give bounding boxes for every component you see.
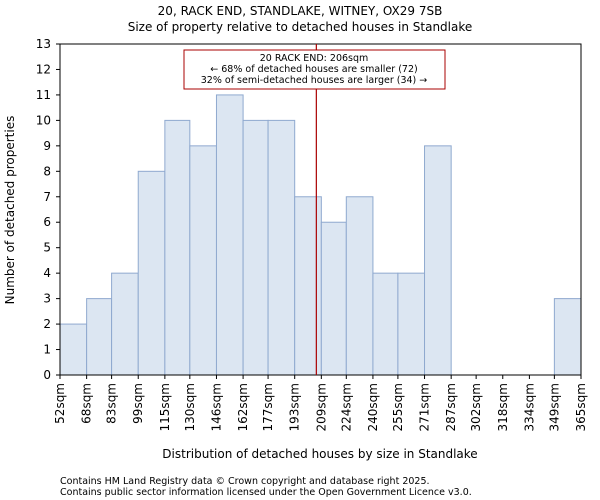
x-tick-label: 115sqm bbox=[158, 383, 172, 431]
bar-271sqm bbox=[424, 145, 452, 376]
x-axis: 52sqm 68sqm 83sqm 99sqm 115sqm 130sqm 146sqm 16… bbox=[53, 375, 588, 431]
y-tick-label: 7 bbox=[43, 190, 51, 204]
bar-68sqm bbox=[86, 298, 113, 376]
x-tick-label: 302sqm bbox=[469, 383, 483, 431]
x-tick-label: 334sqm bbox=[522, 383, 536, 431]
x-tick-label: 83sqm bbox=[105, 383, 119, 424]
y-tick-label: 9 bbox=[43, 139, 51, 153]
y-tick-label: 13 bbox=[36, 37, 51, 51]
x-tick-label: 271sqm bbox=[418, 383, 432, 431]
annotation-line2: ← 68% of detached houses are smaller (72… bbox=[210, 64, 417, 75]
y-tick-label: 5 bbox=[43, 241, 51, 255]
bar-162sqm bbox=[242, 119, 269, 376]
plot-frame bbox=[59, 43, 582, 376]
y-tick-label: 8 bbox=[43, 164, 51, 178]
chart-title-line1: 20, RACK END, STANDLAKE, WITNEY, OX29 7S… bbox=[158, 4, 443, 18]
footer-line1: Contains HM Land Registry data © Crown c… bbox=[60, 476, 430, 487]
chart-title-line2: Size of property relative to detached ho… bbox=[128, 20, 473, 34]
y-tick-label: 0 bbox=[43, 368, 51, 382]
x-tick-label: 318sqm bbox=[496, 383, 510, 431]
y-tick-label: 6 bbox=[43, 215, 51, 229]
y-axis-label: Number of detached properties bbox=[3, 116, 17, 305]
bar-115sqm bbox=[164, 119, 191, 376]
x-tick-label: 193sqm bbox=[288, 383, 302, 431]
x-tick-label: 177sqm bbox=[261, 383, 275, 431]
bar-130sqm bbox=[189, 145, 217, 376]
x-tick-label: 99sqm bbox=[131, 383, 145, 424]
bar-99sqm bbox=[137, 170, 166, 376]
x-tick-label: 146sqm bbox=[209, 383, 223, 431]
annotation-line3: 32% of semi-detached houses are larger (… bbox=[201, 75, 428, 86]
bar-255sqm bbox=[397, 272, 426, 376]
y-tick-label: 4 bbox=[43, 266, 51, 280]
bar-177sqm bbox=[267, 119, 296, 376]
bar-193sqm bbox=[294, 196, 322, 376]
x-tick-label: 68sqm bbox=[80, 383, 94, 424]
y-tick-label: 1 bbox=[43, 343, 51, 357]
bar-83sqm bbox=[111, 272, 139, 376]
bar-240sqm bbox=[372, 272, 399, 376]
x-tick-label: 130sqm bbox=[183, 383, 197, 431]
y-tick-label: 3 bbox=[43, 292, 51, 306]
x-tick-label: 162sqm bbox=[236, 383, 250, 431]
x-tick-label: 365sqm bbox=[574, 383, 588, 431]
bar-224sqm bbox=[345, 196, 374, 376]
x-tick-label: 255sqm bbox=[391, 383, 405, 431]
y-tick-label: 12 bbox=[36, 62, 51, 76]
bar-209sqm bbox=[320, 221, 347, 376]
x-tick-label: 240sqm bbox=[366, 383, 380, 431]
bar-52sqm bbox=[59, 323, 88, 376]
y-tick-label: 11 bbox=[36, 88, 51, 102]
x-tick-label: 287sqm bbox=[444, 383, 458, 431]
x-tick-label: 209sqm bbox=[314, 383, 328, 431]
bars-group bbox=[59, 94, 582, 376]
annotation-box: 20 RACK END: 206sqm ← 68% of detached ho… bbox=[183, 49, 446, 90]
x-tick-label: 349sqm bbox=[547, 383, 561, 431]
annotation-line1: 20 RACK END: 206sqm bbox=[260, 53, 369, 64]
y-tick-label: 10 bbox=[36, 113, 51, 127]
bar-146sqm bbox=[215, 94, 244, 376]
x-tick-label: 52sqm bbox=[53, 383, 67, 424]
y-tick-label: 2 bbox=[43, 317, 51, 331]
annotation-frame bbox=[183, 49, 446, 90]
x-tick-label: 224sqm bbox=[339, 383, 353, 431]
x-axis-label: Distribution of detached houses by size … bbox=[162, 447, 477, 461]
bar-349sqm bbox=[553, 298, 582, 376]
footer-line2: Contains public sector information licen… bbox=[60, 487, 472, 498]
